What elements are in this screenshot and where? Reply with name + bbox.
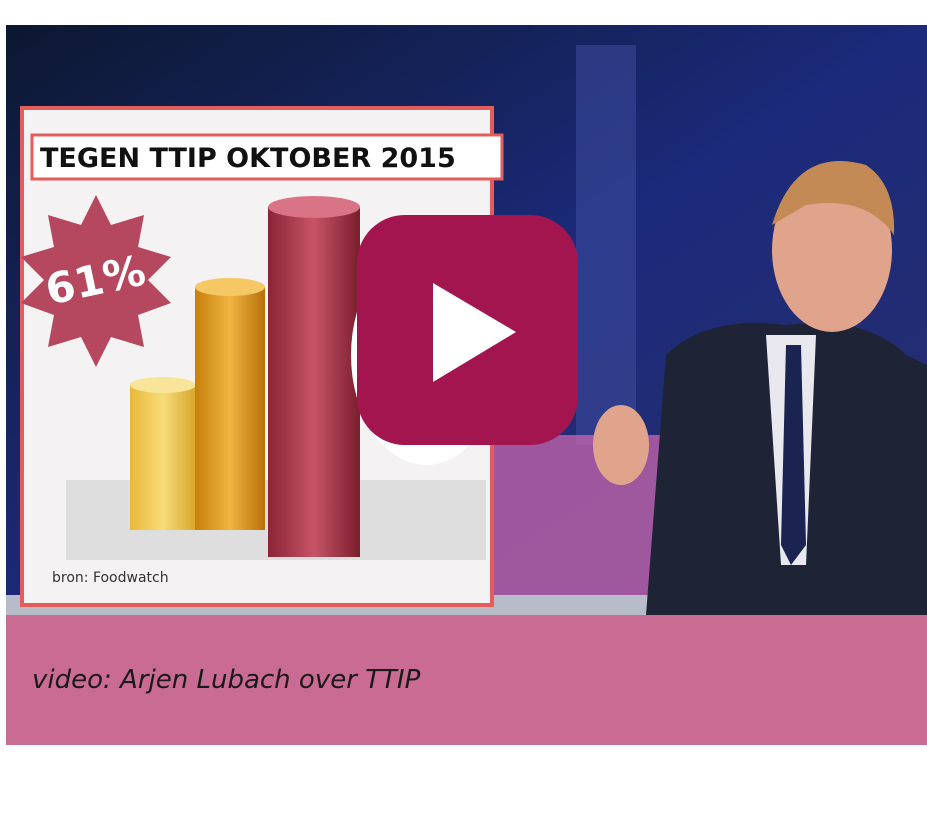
page: TEGEN TTIP OKTOBER 2015 61% bron: Foodwa… (0, 0, 927, 828)
presenter-hand (593, 405, 649, 485)
cylinder-orange (195, 287, 265, 530)
cylinder-red (268, 207, 360, 557)
backdrop-building (576, 45, 636, 445)
caption-bar: video: Arjen Lubach over TTIP (6, 615, 927, 745)
cylinder-yellow (130, 385, 196, 530)
cylinder-top (268, 196, 360, 218)
cylinder-top (130, 377, 196, 393)
video-thumbnail[interactable]: TEGEN TTIP OKTOBER 2015 61% bron: Foodwa… (6, 25, 927, 615)
graphic-source: bron: Foodwatch (52, 570, 169, 586)
graphic-title: TEGEN TTIP OKTOBER 2015 (40, 143, 456, 174)
cylinder-top (195, 278, 265, 296)
caption-text: video: Arjen Lubach over TTIP (32, 665, 420, 695)
